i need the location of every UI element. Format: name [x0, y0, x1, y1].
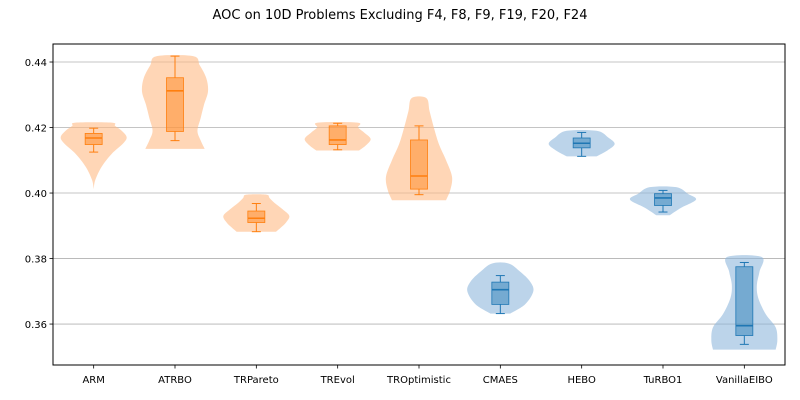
y-tick-label: 0.42	[25, 124, 47, 135]
box-trpareto	[247, 203, 266, 233]
x-tick-label: CMAES	[483, 375, 518, 386]
box-vanillaeibo	[735, 261, 754, 345]
x-axis: ARM ATRBO TRPareto TREvol TROptimistic CMAES H…	[82, 365, 773, 386]
box-turbo1	[654, 189, 672, 213]
box-plots	[84, 55, 754, 345]
box-arm	[84, 127, 103, 153]
violin-trevol	[304, 121, 371, 151]
chart-title: AOC on 10D Problems Excluding F4, F8, F9…	[213, 8, 588, 23]
box-hebo	[572, 131, 591, 157]
violin-atrbo	[141, 54, 209, 149]
violin-troptimistic	[385, 96, 453, 201]
iqr-box	[328, 125, 347, 145]
x-tick-label: VanillaEIBO	[716, 375, 773, 386]
iqr-box	[166, 77, 184, 132]
iqr-box	[491, 281, 510, 305]
iqr-box	[247, 210, 266, 223]
violin-arm	[60, 122, 127, 190]
y-tick-label: 0.36	[25, 320, 47, 331]
x-tick-label: ARM	[82, 375, 104, 386]
y-axis: 0.36 0.38 0.40 0.42 0.44	[25, 58, 53, 331]
x-tick-label: HEBO	[567, 375, 596, 386]
y-tick-label: 0.38	[25, 255, 47, 266]
violin-vanillaeibo	[711, 255, 778, 350]
iqr-box	[410, 139, 428, 190]
x-tick-label: TREvol	[320, 375, 355, 386]
box-troptimistic	[410, 125, 428, 196]
y-tick-label: 0.40	[25, 189, 47, 200]
iqr-box	[84, 133, 103, 145]
x-tick-label: TROptimistic	[386, 375, 451, 386]
iqr-box	[735, 266, 754, 336]
box-atrbo	[166, 55, 184, 142]
x-tick-label: TuRBO1	[643, 375, 683, 386]
x-tick-label: ATRBO	[158, 375, 192, 386]
violin-trpareto	[223, 194, 290, 232]
violin-cmaes	[467, 262, 534, 314]
x-tick-label: TRPareto	[233, 375, 279, 386]
iqr-box	[654, 193, 672, 206]
box-trevol	[328, 122, 347, 151]
violin-turbo1	[629, 186, 697, 216]
box-cmaes	[491, 275, 510, 315]
y-tick-label: 0.44	[25, 58, 47, 69]
